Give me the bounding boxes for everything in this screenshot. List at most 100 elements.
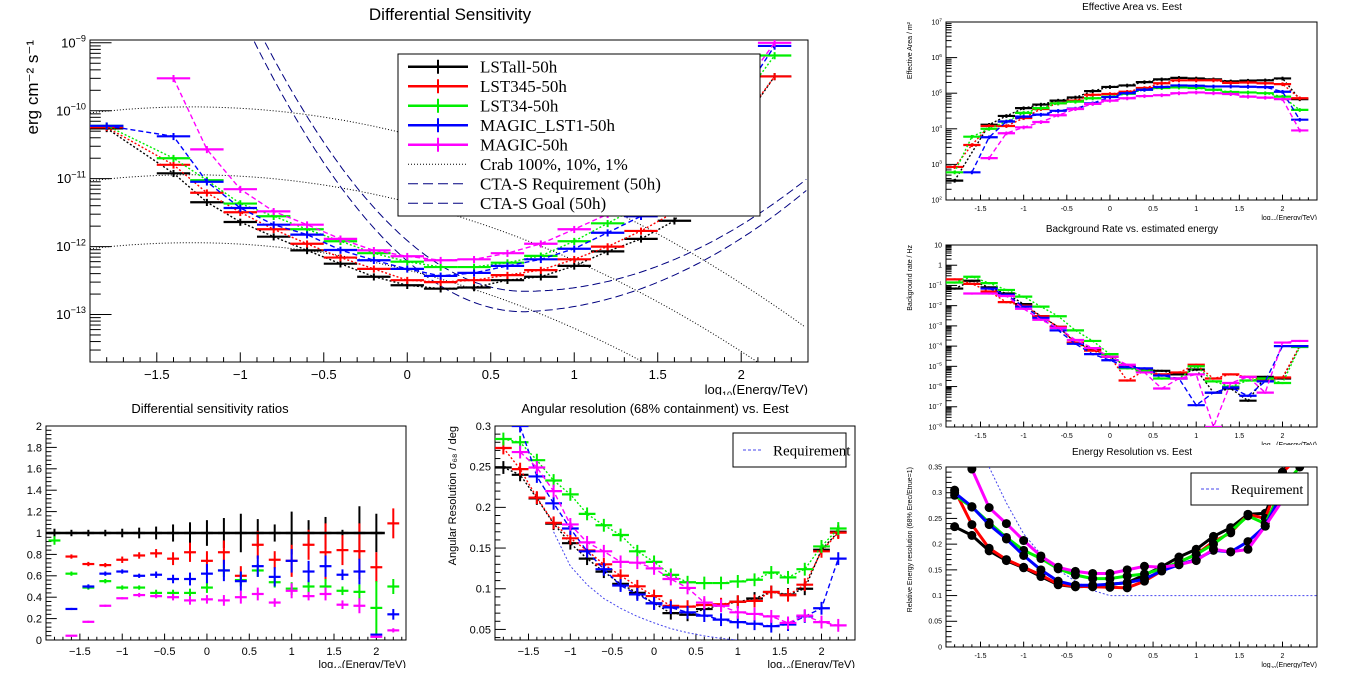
x-tick-label: 1: [289, 646, 295, 658]
legend-label: Requirement: [1231, 483, 1303, 498]
x-tick-label: 0.5: [1148, 433, 1158, 440]
data-point: [1001, 555, 1011, 565]
y-axis-label: Effective Area / m²: [907, 21, 914, 79]
x-tick-label: −1.5: [144, 367, 170, 382]
legend-item: LST34-50h: [408, 97, 559, 116]
data-point: [1105, 579, 1115, 589]
series-LST345: [65, 508, 400, 586]
data-point: [1226, 526, 1236, 536]
cta-requirement-curve: [263, 40, 807, 292]
x-tick-label: 1.5: [326, 646, 341, 658]
legend-box: [732, 432, 847, 468]
y-tick-label: 2: [36, 421, 42, 433]
x-tick-label: 1: [735, 646, 741, 658]
y-tick-label: 1.4: [27, 485, 42, 497]
y-tick-label: 102: [931, 195, 942, 204]
data-point: [1070, 566, 1080, 576]
data-point: [967, 520, 977, 530]
x-tick-label: 0.5: [242, 646, 257, 658]
y-tick-label: 10−5: [929, 362, 943, 371]
y-tick-label: 10−2: [929, 301, 943, 310]
plot-frame: [494, 425, 856, 641]
series-line: [988, 91, 1301, 159]
background-rate-panel: Background Rate vs. estimated energy -1.5…: [900, 220, 1364, 451]
data-point: [1139, 574, 1149, 584]
data-point: [1295, 447, 1304, 456]
y-tick-label: 106: [931, 53, 942, 62]
series-MAGIC: [963, 292, 1309, 427]
y-tick-label: 1.8: [27, 442, 42, 454]
y-tick-label: 0.2: [27, 613, 42, 625]
x-tick-label: 0: [1108, 433, 1112, 440]
y-tick-label: 103: [931, 160, 942, 169]
data-point: [1122, 571, 1132, 581]
background-rate-chart: Background Rate vs. estimated energy -1.5…: [907, 224, 1318, 451]
y-tick-label: 10−6: [929, 382, 943, 391]
y-tick-label: 10−4: [929, 341, 943, 350]
legend-label: MAGIC_LST1-50h: [480, 116, 616, 135]
data-point: [950, 522, 960, 532]
chart-title: Background Rate vs. estimated energy: [1046, 224, 1218, 235]
y-tick-label: 105: [931, 89, 942, 98]
data-point: [1070, 580, 1080, 590]
x-axis-label: log10(Energy/TeV): [1261, 662, 1317, 668]
x-axis-label: log10(Energy/TeV): [319, 659, 406, 668]
x-tick-label: -1.5: [974, 653, 986, 660]
y-tick-label: 1.2: [27, 506, 42, 518]
series-LSTall: [90, 73, 792, 293]
series-MAGIC: [65, 583, 400, 638]
legend-label: LSTall-50h: [480, 58, 558, 77]
x-tick-label: 0: [204, 646, 210, 658]
chart-title: Energy Resolution vs. Eest: [1072, 447, 1192, 458]
x-tick-label: 1: [571, 367, 578, 382]
legend-item: CTA-S Requirement (50h): [408, 175, 661, 194]
plot-frame: [945, 466, 1318, 648]
y-tick-label: 0.2: [476, 502, 491, 514]
y-tick-label: 0.15: [470, 543, 491, 555]
chart-title: Differential Sensitivity: [369, 5, 532, 24]
legend: LSTall-50hLST345-50hLST34-50hMAGIC_LST1-…: [397, 53, 761, 217]
data-point: [967, 467, 977, 474]
data-point: [1036, 565, 1046, 575]
data-point: [950, 488, 960, 498]
x-tick-label: -1.5: [974, 206, 986, 213]
legend-label: LST34-50h: [480, 97, 559, 116]
data-point: [1139, 561, 1149, 571]
chart-title: Angular resolution (68% containment) vs.…: [521, 401, 789, 416]
y-tick-label: 0.1: [932, 593, 942, 600]
y-axis: 0 0.2 0.4 0.6 0.8 1 1.2 1.4 1.6 1.8 2: [27, 421, 57, 647]
y-tick-label: 1.6: [27, 464, 42, 476]
data-point: [1053, 562, 1063, 572]
series-line: [502, 447, 839, 608]
series-line: [106, 45, 776, 277]
data-point: [1019, 550, 1029, 560]
x-tick-label: 0: [404, 367, 411, 382]
y-tick-label: 10−13: [56, 305, 86, 322]
plot-area: [946, 275, 1309, 427]
y-tick-label: 1: [36, 528, 42, 540]
x-tick-label: −0.5: [154, 646, 176, 658]
y-tick-label: 0.05: [470, 624, 491, 636]
data-point: [967, 530, 977, 540]
data-point: [1001, 534, 1011, 544]
x-tick-label: 1: [1194, 206, 1198, 213]
y-axis-label: Background rate / Hz: [907, 245, 914, 311]
y-tick-label: 0.25: [928, 516, 942, 523]
x-tick-label: 2: [373, 646, 379, 658]
legend-item: Requirement: [1201, 483, 1303, 498]
x-tick-label: 1.5: [772, 646, 787, 658]
chart-title: Effective Area vs. Eest: [1082, 2, 1182, 13]
y-tick-label: 0.3: [932, 490, 942, 497]
x-tick-label: −1: [116, 646, 129, 658]
y-tick-label: 0.3: [476, 421, 491, 433]
ratios-chart: Differential sensitivity ratios −1.5 −1 −0.…: [27, 401, 407, 673]
y-tick-label: 10−3: [929, 321, 943, 330]
x-tick-label: 0: [1108, 653, 1112, 660]
x-axis-label: log10(Energy/TeV): [768, 659, 855, 668]
y-tick-label: 10−9: [61, 34, 86, 51]
data-point: [1019, 562, 1029, 572]
x-tick-label: −1.5: [518, 646, 540, 658]
y-tick-label: 0.15: [928, 567, 942, 574]
y-tick-label: 0.35: [928, 464, 942, 471]
x-axis: -1.5 -1 -0.5 0 0.5 1 1.5 2: [945, 194, 1318, 213]
